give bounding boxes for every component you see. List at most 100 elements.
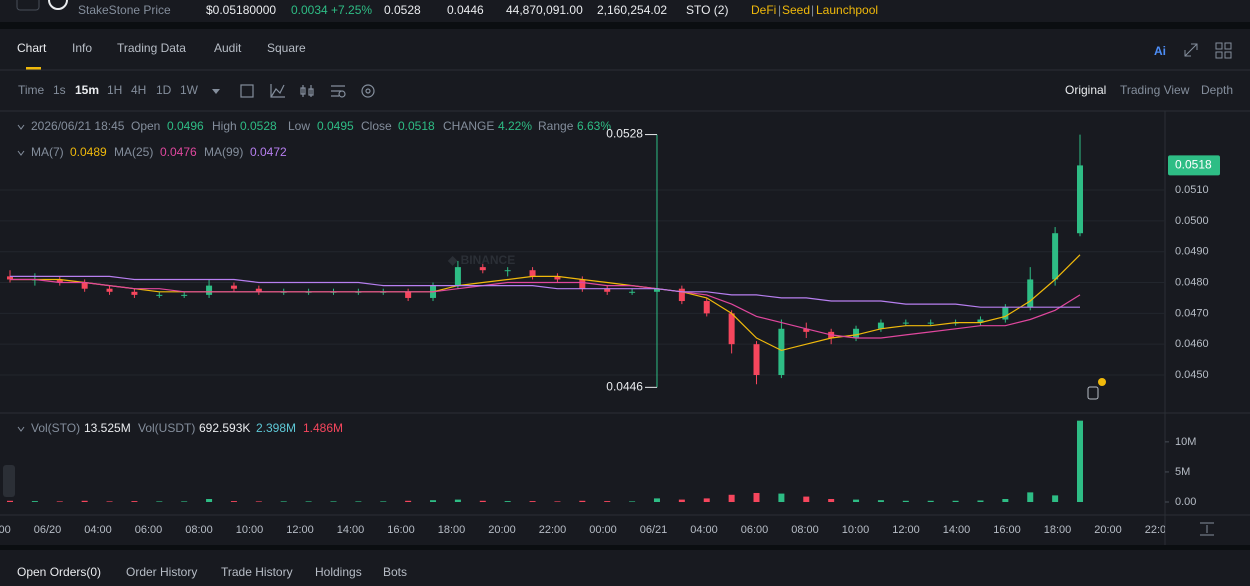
interval[interactable]: 4H [131,83,146,97]
orders-tab[interactable]: Bots [383,565,407,579]
x-tick-label: 14:00 [337,524,365,536]
volume-bar [828,498,835,502]
watermark: ◆ BINANCE [447,253,515,267]
interval[interactable]: 1H [107,83,122,97]
x-tick-label: 06/21 [640,524,668,536]
interval[interactable]: 1W [180,83,199,97]
candle-body [405,291,412,298]
volume-bar [230,501,237,502]
view-option-active[interactable]: Original [1065,83,1106,97]
volume-tick-label: 0.00 [1175,496,1196,508]
volume-bar [430,500,437,502]
volume-bar [1002,498,1009,502]
candle-body [728,313,735,345]
candle-time: 2026/06/21 18:45 [31,119,125,133]
legend-toggle[interactable] [17,426,25,432]
interval[interactable]: 1s [53,83,66,97]
candle-body [181,294,188,296]
x-tick-label: 22:00 [1145,524,1173,536]
legend-value: 692.593K [199,421,250,435]
legend-label: Close [361,119,392,133]
legend-label: Open [131,119,160,133]
volume-bar [131,501,138,502]
collapse-button[interactable] [3,465,15,497]
candle-body [1002,307,1009,320]
calendar-button[interactable] [240,84,254,98]
candle-body [853,328,860,339]
interval[interactable]: 1D [156,83,172,97]
x-tick-label: 06:00 [135,524,163,536]
candle-body [554,276,561,280]
last-price: $0.05180000 [206,3,276,17]
candle-body [778,328,785,376]
candle-body [131,291,138,295]
y-tick-label: 0.0510 [1175,184,1209,196]
x-tick-label: 18:00 [1044,524,1072,536]
sync-button-dot [365,88,371,94]
candle-body [604,288,611,292]
volume-bar [181,501,188,502]
interval[interactable]: Time [18,83,45,97]
candle-type-button[interactable] [300,85,314,97]
tab[interactable]: Square [267,41,306,55]
candle-body [877,322,884,329]
candle-body [1027,279,1034,308]
tag[interactable]: DeFi [751,3,776,17]
legend-label: CHANGE [443,119,494,133]
interval-active[interactable]: 15m [75,83,99,97]
tag[interactable]: Launchpool [816,3,878,17]
chart-panel [0,29,1250,545]
volume-bar [753,492,760,502]
last-price-tag [1168,155,1220,176]
candle-body [902,322,909,324]
settings-button[interactable] [331,85,345,97]
candle-body [927,322,934,324]
sync-button[interactable] [361,84,375,98]
candle-body [255,288,262,292]
coin-name[interactable]: StakeStone Price [78,3,171,17]
candle-body [230,285,237,289]
tab[interactable]: Audit [214,41,242,55]
legend-entry: MA(99) [204,145,243,159]
axis-scale-button[interactable] [1200,522,1214,536]
x-tick-label: 10:00 [842,524,870,536]
volume-bar [653,498,660,502]
indicator-button[interactable] [270,84,285,98]
toolbar-icons [240,84,375,98]
more-intervals[interactable] [212,89,220,94]
tab[interactable]: Info [72,41,92,55]
tab[interactable]: Chart [17,41,47,55]
volume-bar [106,501,113,502]
fullscreen-button[interactable] [1184,43,1198,57]
view-option[interactable]: Depth [1201,83,1233,97]
legend-value: 0.0472 [250,145,287,159]
candle-body [977,319,984,323]
y-tick-label: 0.0450 [1175,369,1209,381]
view-option[interactable]: Trading View [1120,83,1190,97]
tab[interactable]: Trading Data [117,41,186,55]
legend-toggle[interactable] [17,124,25,130]
volume-bar [504,501,511,502]
layout-button[interactable] [1215,42,1232,59]
legend-value: 0.0489 [70,145,107,159]
orders-tab[interactable]: Holdings [315,565,362,579]
y-tick-label: 0.0500 [1175,215,1209,227]
x-tick-label: 04:00 [84,524,112,536]
volume-bar [529,501,536,502]
tag[interactable]: Seed [782,3,810,17]
candle-body [629,291,636,293]
legend-value: 4.22% [498,119,532,133]
legend-toggle[interactable] [17,150,25,156]
star-button[interactable] [16,0,40,11]
volume-bar [479,500,486,502]
volume-bar [952,500,959,502]
orders-tab[interactable]: Order History [126,565,197,579]
x-tick-label: 06:00 [741,524,769,536]
orders-tab[interactable]: Open Orders(0) [17,565,101,579]
ai-button[interactable]: Ai [1154,44,1166,58]
orders-tab[interactable]: Trade History [221,565,293,579]
volume-bar [977,500,984,502]
x-tick-label: 22:00 [539,524,567,536]
legend-value: 0.0496 [167,119,204,133]
